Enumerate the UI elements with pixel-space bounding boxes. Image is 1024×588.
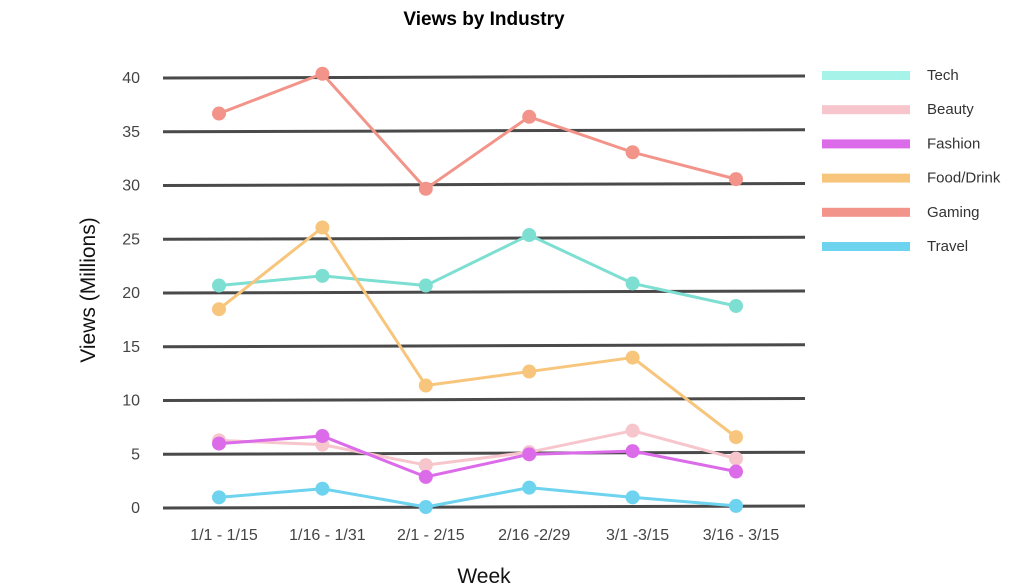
- grid-line: [162, 504, 806, 510]
- data-point: [729, 451, 743, 466]
- y-tick-label: 20: [122, 285, 140, 302]
- series-line: [218, 226, 737, 439]
- data-point: [212, 278, 226, 293]
- data-point: [315, 66, 330, 81]
- data-point: [418, 378, 433, 393]
- grid-line: [162, 128, 806, 134]
- data-point: [625, 145, 640, 160]
- series-line: [218, 72, 737, 191]
- legend-label: Gaming: [927, 204, 980, 221]
- series-tech: [212, 228, 743, 313]
- data-point: [315, 481, 330, 496]
- legend-swatch: [822, 207, 910, 217]
- data-point: [729, 430, 743, 445]
- data-point: [418, 469, 433, 484]
- data-point: [625, 276, 640, 291]
- x-tick-label: 2/1 - 2/15: [397, 527, 465, 544]
- grid-line: [162, 74, 806, 80]
- legend-item: Travel: [822, 238, 968, 255]
- legend-swatch: [822, 71, 910, 80]
- legend-label: Beauty: [927, 101, 974, 118]
- legend-item: Tech: [822, 67, 959, 84]
- legend-swatch: [822, 139, 910, 149]
- data-point: [729, 464, 743, 479]
- series-line: [218, 233, 737, 308]
- y-tick-label: 40: [122, 70, 140, 87]
- legend-item: Food/Drink: [822, 170, 1001, 187]
- grid-line: [162, 343, 806, 349]
- legend-label: Tech: [927, 67, 959, 84]
- legend-item: Fashion: [822, 135, 980, 152]
- grid-line: [162, 397, 806, 402]
- x-tick-label: 1/16 - 1/31: [289, 527, 366, 544]
- y-tick-label: 30: [122, 178, 140, 195]
- grid-line: [162, 182, 806, 187]
- series-line: [218, 429, 737, 467]
- data-point: [212, 490, 226, 505]
- legend-label: Fashion: [927, 135, 980, 152]
- data-point: [729, 172, 743, 187]
- data-point: [625, 444, 640, 459]
- y-axis-ticks: 0 5 10 15 20 25 30 35 40: [122, 70, 140, 517]
- data-point: [625, 423, 640, 438]
- legend-item: Gaming: [822, 204, 980, 221]
- data-point: [522, 109, 537, 124]
- grid-line: [162, 450, 806, 456]
- x-tick-label: 2/16 -2/29: [498, 527, 570, 544]
- legend-item: Beauty: [822, 101, 974, 118]
- series-gaming: [212, 66, 743, 196]
- data-point: [212, 436, 226, 451]
- y-tick-label: 25: [122, 231, 140, 248]
- series-travel: [212, 480, 743, 514]
- data-point: [212, 106, 226, 121]
- legend-label: Food/Drink: [927, 170, 1001, 187]
- chart-title: Views by Industry: [403, 9, 565, 30]
- data-point: [625, 350, 640, 365]
- x-tick-label: 3/16 - 3/15: [703, 527, 780, 544]
- data-point: [212, 302, 226, 317]
- x-tick-label: 3/1 -3/15: [606, 527, 669, 544]
- grid-lines: [162, 74, 806, 510]
- data-point: [315, 220, 330, 235]
- data-point: [315, 429, 330, 444]
- series-fashion: [212, 429, 743, 484]
- y-tick-label: 0: [131, 500, 140, 517]
- y-axis-label: Views (Millions): [77, 217, 100, 362]
- y-tick-label: 15: [122, 339, 140, 356]
- data-point: [729, 298, 743, 313]
- data-point: [522, 447, 537, 462]
- legend-label: Travel: [927, 238, 968, 255]
- x-tick-label: 1/1 - 1/15: [190, 527, 258, 544]
- data-point: [625, 490, 640, 505]
- data-point: [729, 498, 743, 513]
- y-tick-label: 5: [131, 446, 140, 463]
- data-point: [418, 458, 433, 473]
- legend-swatch: [822, 105, 910, 115]
- x-axis-label: Week: [457, 565, 511, 588]
- series-line: [218, 486, 737, 509]
- legend: Tech Beauty Fashion Food/Drink Gaming Travel: [822, 67, 1001, 255]
- x-axis-ticks: 1/1 - 1/15 1/16 - 1/31 2/1 - 2/15 2/16 -2/2…: [190, 527, 779, 544]
- series-group: [212, 66, 743, 514]
- legend-swatch: [822, 173, 910, 183]
- grid-line: [162, 235, 806, 241]
- data-point: [522, 228, 537, 243]
- y-tick-label: 10: [122, 393, 140, 410]
- data-point: [522, 364, 537, 379]
- data-point: [315, 268, 330, 283]
- data-point: [418, 181, 433, 196]
- series-food-drink: [212, 220, 743, 445]
- legend-swatch: [822, 242, 910, 251]
- y-tick-label: 35: [122, 124, 140, 141]
- grid-line: [162, 289, 806, 295]
- data-point: [418, 500, 433, 514]
- series-line: [218, 434, 737, 479]
- data-point: [418, 278, 433, 293]
- data-point: [522, 480, 537, 495]
